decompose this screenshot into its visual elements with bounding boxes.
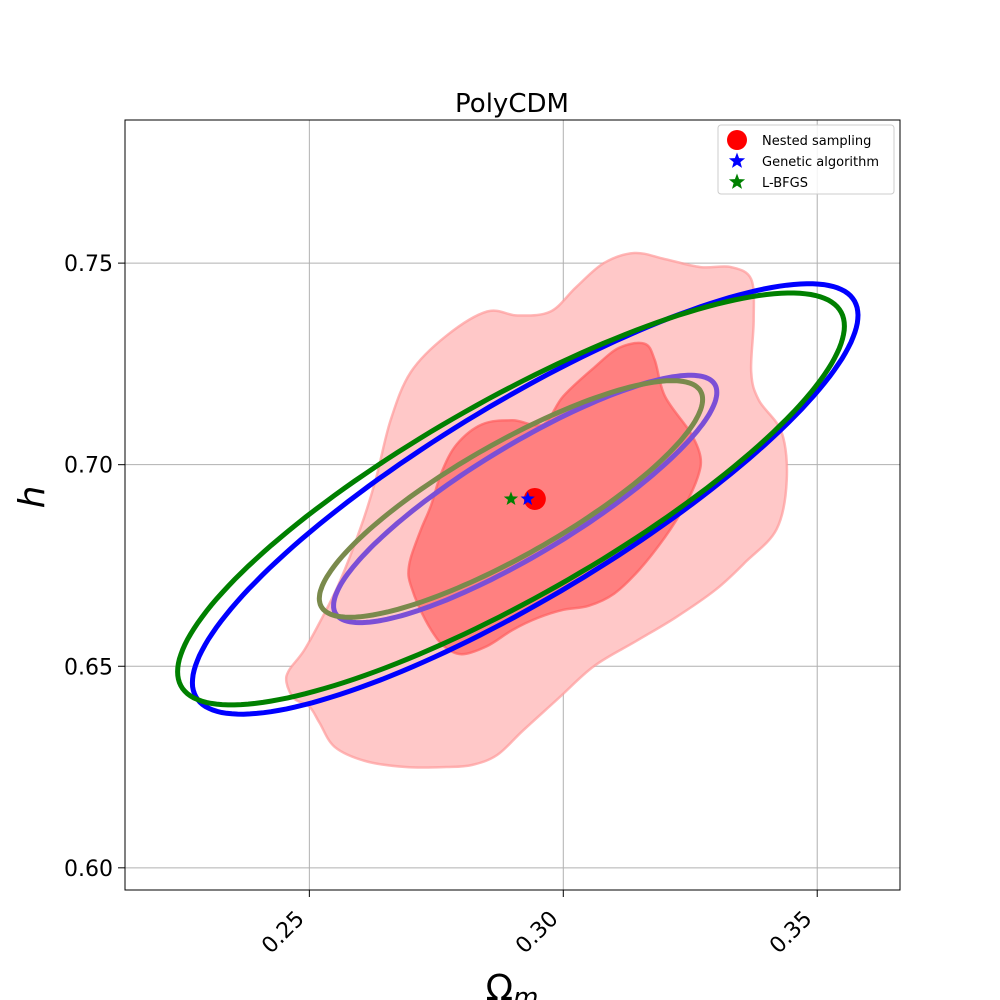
- legend-nested-sampling-marker: [727, 130, 747, 150]
- x-axis-label-subscript: m: [513, 983, 538, 1000]
- legend: Nested sampling Genetic algorithm L-BFGS: [717, 124, 895, 195]
- x-tick-label: 0.30: [511, 907, 563, 959]
- x-axis-label-symbol: Ω: [486, 968, 514, 1000]
- plot-frame: [124, 119, 901, 891]
- nested-sampling-marker: [523, 487, 546, 510]
- chart-title: PolyCDM: [455, 89, 569, 119]
- best-fit-points: [503, 487, 546, 510]
- l-bfgs-marker: [503, 491, 519, 505]
- l-bfgs-inner-ellipse: [316, 378, 706, 620]
- y-tick-label: 0.65: [64, 655, 113, 680]
- confidence-regions: [284, 251, 789, 769]
- y-tick-label: 0.75: [64, 252, 113, 277]
- legend-l-bfgs-label: L-BFGS: [762, 176, 808, 191]
- y-tick-label: 0.60: [64, 857, 113, 882]
- legend-box: [717, 124, 895, 195]
- legend-l-bfgs-marker: [728, 173, 746, 189]
- legend-genetic-algorithm-label: Genetic algorithm: [762, 155, 879, 170]
- y-tick-label: 0.70: [64, 454, 113, 479]
- legend-nested-sampling-label: Nested sampling: [762, 134, 871, 149]
- genetic-algorithm-marker: [520, 491, 535, 505]
- legend-genetic-algorithm-marker: [728, 152, 746, 168]
- x-tick-label: 0.35: [765, 907, 817, 959]
- confidence-ellipses: [175, 281, 861, 717]
- y-axis-label: h: [12, 486, 53, 509]
- x-tick-label: 0.25: [257, 907, 309, 959]
- l-bfgs-outer-ellipse: [175, 290, 847, 708]
- x-axis-label: Ωm: [486, 968, 539, 1000]
